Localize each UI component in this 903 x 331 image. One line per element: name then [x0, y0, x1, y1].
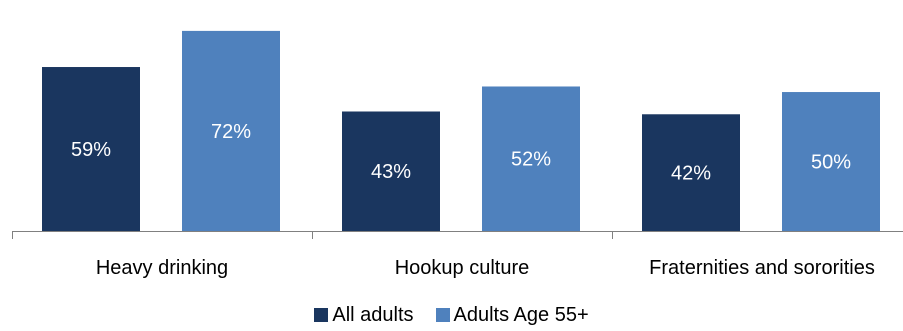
bar-adults-55-0 — [182, 30, 280, 231]
category-label-1: Hookup culture — [395, 257, 530, 279]
bar-all-adults-2 — [642, 114, 740, 231]
legend-swatch-adults-55 — [435, 308, 450, 322]
legend-label-all-adults: All adults — [332, 303, 414, 326]
data-label-adults-55-2: 50% — [811, 152, 851, 174]
bar-adults-55-2 — [782, 92, 880, 231]
bar-all-adults-0 — [42, 67, 140, 231]
bar-adults-55-1 — [482, 86, 580, 231]
legend-item-all-adults: All adults — [314, 303, 414, 327]
legend-label-adults-55: Adults Age 55+ — [453, 303, 589, 326]
data-label-all-adults-1: 43% — [371, 161, 411, 183]
legend-swatch-all-adults — [314, 308, 329, 322]
data-label-all-adults-2: 42% — [671, 163, 711, 185]
legend: All adults Adults Age 55+ — [0, 302, 903, 328]
category-label-2: Fraternities and sororities — [649, 257, 875, 279]
data-label-adults-55-0: 72% — [211, 121, 251, 143]
legend-item-adults-55: Adults Age 55+ — [435, 303, 589, 327]
bar-all-adults-1 — [342, 111, 440, 231]
category-label-0: Heavy drinking — [96, 257, 228, 279]
data-label-adults-55-1: 52% — [511, 149, 551, 171]
data-label-all-adults-0: 59% — [71, 139, 111, 161]
